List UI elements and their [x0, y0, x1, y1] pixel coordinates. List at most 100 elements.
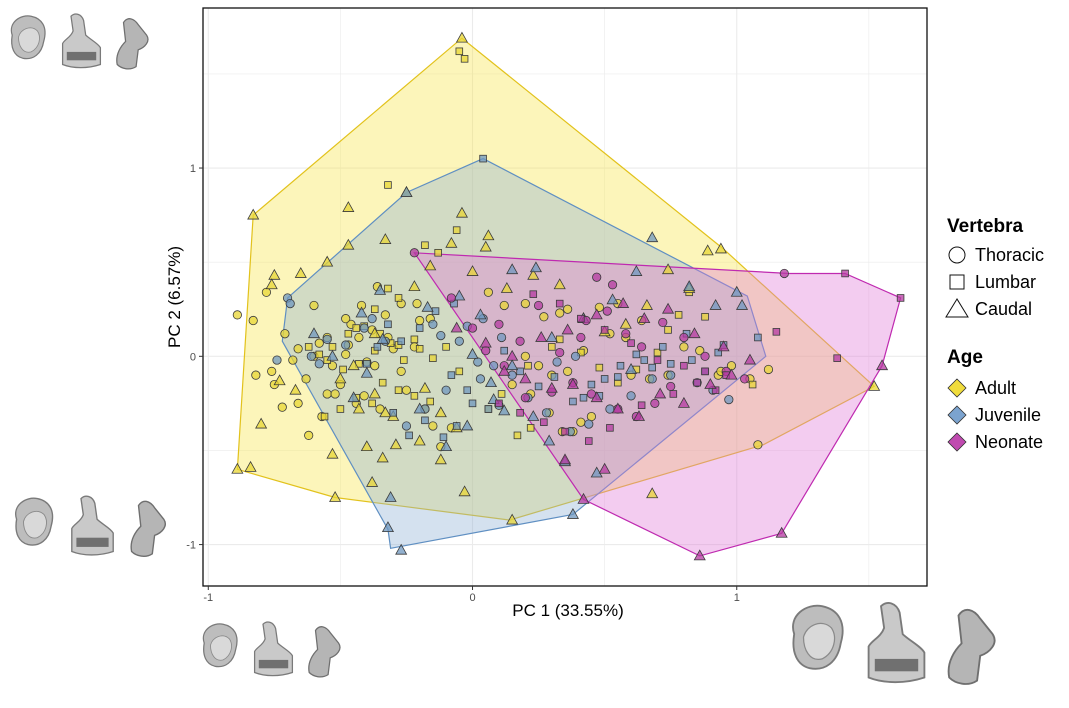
point-adult-square — [378, 378, 387, 387]
y-tick-label: 0 — [190, 351, 196, 363]
point-juvenile-triangle — [376, 332, 389, 344]
point-adult-triangle — [389, 438, 402, 450]
point-neonate-triangle — [693, 549, 706, 561]
point-adult-triangle — [244, 460, 257, 472]
y-axis-title: PC 2 (6.57%) — [165, 246, 184, 348]
point-adult-triangle — [231, 462, 244, 474]
legend-label: Juvenile — [975, 405, 1041, 425]
point-neonate-square — [653, 356, 662, 364]
point-adult-square — [352, 324, 361, 332]
point-adult-square — [455, 367, 464, 376]
point-adult-square — [344, 329, 353, 338]
point-adult-triangle — [479, 240, 492, 252]
point-juvenile-square — [389, 409, 398, 417]
point-adult-triangle — [553, 278, 566, 290]
point-neonate-circle — [700, 351, 710, 361]
point-neonate-triangle — [506, 349, 519, 361]
point-adult-triangle — [379, 233, 392, 244]
point-juvenile-triangle — [373, 283, 387, 295]
point-juvenile-circle — [285, 298, 295, 309]
point-adult-circle — [555, 308, 565, 318]
axis-ticks: -1 0 1 -1 0 1 — [186, 163, 740, 604]
point-adult-triangle — [413, 434, 426, 446]
vertebra-thumbnail-bottom-left — [15, 495, 166, 557]
point-neonate-circle — [779, 268, 789, 279]
point-neonate-triangle — [519, 372, 532, 384]
point-adult-circle — [354, 332, 364, 343]
point-adult-triangle — [360, 440, 373, 452]
point-juvenile-circle — [401, 421, 412, 431]
point-neonate-square — [711, 386, 720, 394]
point-adult-triangle — [342, 201, 355, 212]
point-juvenile-triangle — [545, 330, 558, 342]
point-neonate-triangle — [479, 336, 492, 348]
point-adult-triangle — [868, 379, 881, 391]
point-juvenile-circle — [584, 419, 594, 429]
point-adult-triangle — [701, 244, 714, 256]
point-adult-circle — [341, 314, 351, 324]
point-adult-circle — [309, 300, 319, 311]
legend-label: Adult — [975, 378, 1016, 398]
point-juvenile-triangle — [466, 347, 479, 359]
point-adult-circle — [507, 379, 517, 390]
point-adult-triangle — [289, 383, 302, 395]
point-adult-triangle — [434, 453, 447, 465]
point-neonate-circle — [481, 346, 491, 356]
legend-label: Lumbar — [975, 272, 1036, 292]
x-tick-label: 0 — [469, 592, 475, 604]
point-juvenile-circle — [626, 391, 636, 401]
point-adult-triangle — [466, 265, 479, 276]
point-adult-triangle — [265, 278, 278, 290]
point-neonate-circle — [592, 272, 602, 282]
point-neonate-square — [600, 326, 609, 334]
point-juvenile-square — [405, 431, 413, 440]
point-neonate-triangle — [598, 462, 611, 474]
point-adult-circle — [539, 312, 549, 322]
point-neonate-square — [772, 328, 781, 336]
point-juvenile-triangle — [453, 289, 466, 301]
point-adult-square — [426, 397, 435, 406]
point-adult-circle — [380, 310, 390, 320]
point-juvenile-square — [600, 375, 609, 383]
point-adult-triangle — [326, 447, 339, 459]
point-juvenile-circle — [724, 395, 734, 405]
point-juvenile-square — [452, 422, 461, 430]
point-adult-triangle — [273, 374, 286, 386]
point-adult-triangle — [418, 381, 432, 393]
point-juvenile-circle — [666, 370, 676, 380]
point-adult-triangle — [329, 491, 342, 502]
plot-border — [202, 7, 928, 587]
point-adult-square — [526, 424, 535, 432]
point-juvenile-circle — [367, 314, 377, 324]
point-adult-square — [455, 47, 464, 56]
point-juvenile-triangle — [395, 543, 408, 555]
point-adult-triangle — [527, 268, 540, 280]
point-neonate-triangle — [688, 327, 701, 339]
point-neonate-square — [540, 418, 548, 426]
point-juvenile-square — [500, 346, 508, 355]
point-adult-square — [394, 386, 403, 394]
point-adult-circle — [520, 298, 530, 309]
point-adult-square — [328, 343, 337, 351]
point-adult-circle — [483, 287, 493, 297]
point-juvenile-triangle — [461, 419, 474, 431]
point-adult-triangle — [506, 513, 519, 525]
point-adult-triangle — [434, 406, 447, 418]
point-neonate-circle — [637, 342, 647, 352]
point-adult-triangle — [640, 298, 653, 310]
legend-item-adult: Adult — [947, 378, 1016, 398]
point-juvenile-square — [363, 360, 371, 368]
point-neonate-circle — [446, 293, 456, 303]
point-juvenile-square — [479, 154, 487, 163]
point-neonate-triangle — [577, 492, 590, 504]
point-neonate-triangle — [876, 359, 889, 371]
point-neonate-circle — [679, 332, 689, 343]
vertebra-thumbnail-bottom-right — [792, 602, 996, 685]
point-adult-circle — [396, 366, 406, 376]
point-adult-square — [674, 311, 683, 319]
point-neonate-square — [577, 314, 585, 323]
point-juvenile-square — [550, 373, 559, 381]
point-neonate-circle — [467, 323, 478, 333]
x-tick-label: -1 — [203, 592, 213, 604]
